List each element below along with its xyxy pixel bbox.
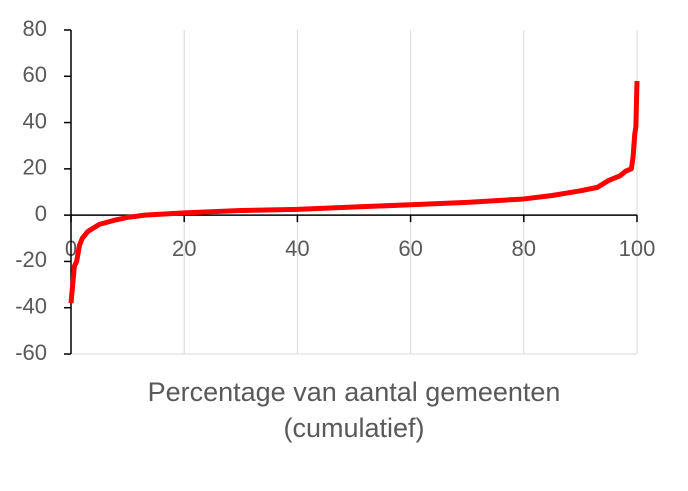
y-tick-label: 60 xyxy=(23,62,47,87)
x-tick-label: 60 xyxy=(398,236,422,261)
y-tick-label: 80 xyxy=(23,16,47,41)
x-tick-label: 80 xyxy=(512,236,536,261)
data-line xyxy=(68,80,640,304)
y-tick-label: -20 xyxy=(15,247,47,272)
y-tick-label: 40 xyxy=(23,108,47,133)
y-tick-label: -40 xyxy=(15,294,47,319)
x-tick-label: 20 xyxy=(172,236,196,261)
y-tick-label: 0 xyxy=(35,201,47,226)
x-tick-label: 40 xyxy=(285,236,309,261)
y-tick-label: -60 xyxy=(15,340,47,365)
x-axis-label: Percentage van aantal gemeenten (cumulat… xyxy=(147,377,561,443)
x-tick-label: 100 xyxy=(619,236,656,261)
y-tick-label: 20 xyxy=(23,155,47,180)
